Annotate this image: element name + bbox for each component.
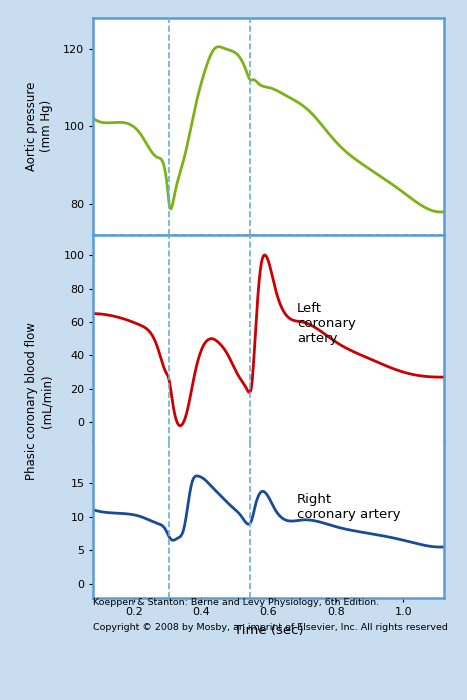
Y-axis label: Aortic pressure
(mm Hg): Aortic pressure (mm Hg) [25,82,53,171]
Text: Copyright © 2008 by Mosby, an imprint of Elsevier, Inc. All rights reserved: Copyright © 2008 by Mosby, an imprint of… [93,623,448,632]
Y-axis label: Phasic coronary blood flow
(mL/min): Phasic coronary blood flow (mL/min) [25,322,53,480]
Text: Right
coronary artery: Right coronary artery [297,493,401,521]
X-axis label: Time (sec): Time (sec) [234,624,304,636]
Text: Koeppen & Stanton: Berne and Levy Physiology, 6th Edition.: Koeppen & Stanton: Berne and Levy Physio… [93,598,380,607]
Text: Left
coronary
artery: Left coronary artery [297,302,356,345]
